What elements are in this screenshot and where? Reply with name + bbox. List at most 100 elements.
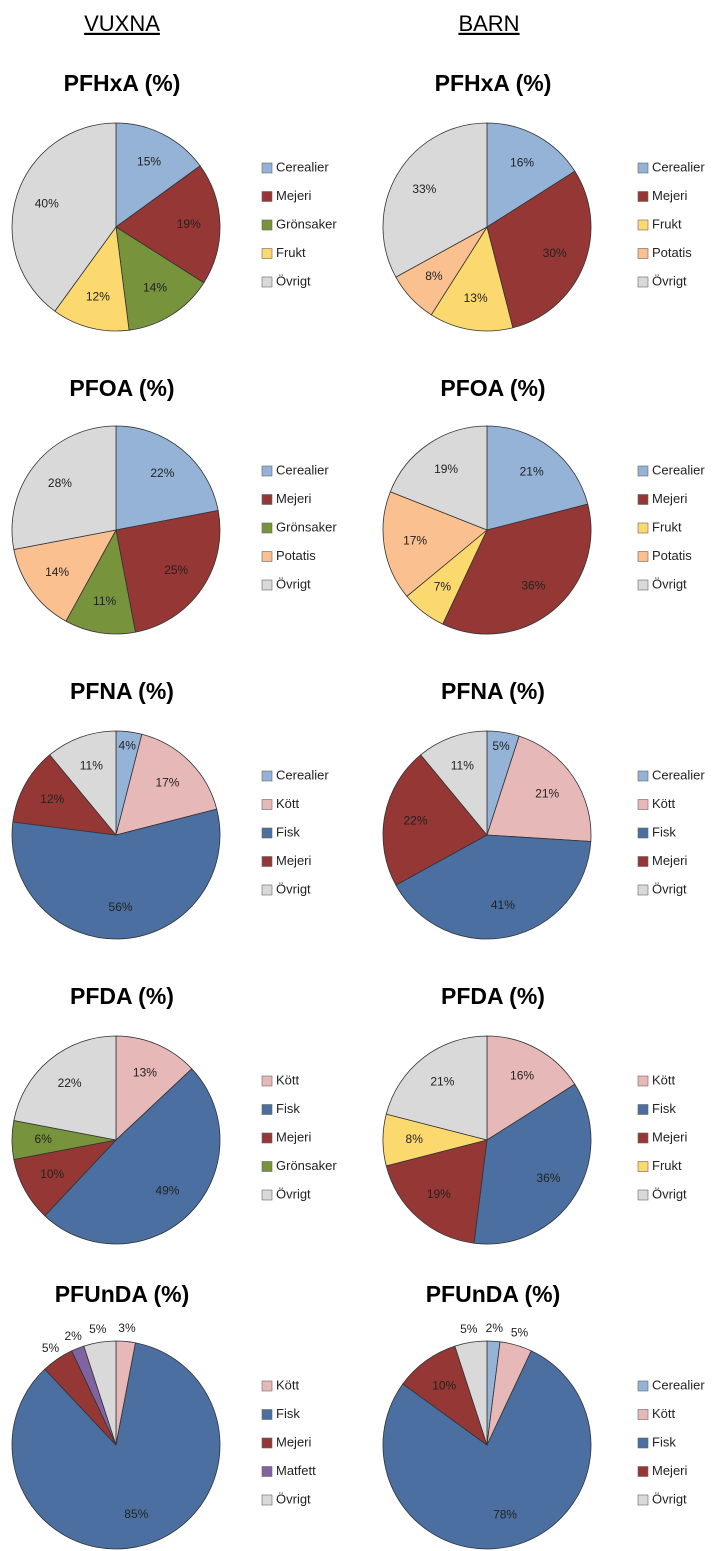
pie-slice — [115, 226, 205, 331]
pie-slice — [486, 170, 592, 329]
legend-label: Mejeri — [652, 491, 688, 506]
legend-label: Övrigt — [652, 881, 687, 896]
pie-slice — [454, 1340, 488, 1446]
legend-label: Frukt — [276, 245, 306, 260]
pie-slice — [382, 122, 488, 278]
pie-slice — [420, 730, 488, 837]
data-label: 11% — [93, 594, 116, 608]
data-label: 22% — [58, 1076, 82, 1090]
legend-swatch — [261, 162, 273, 174]
legend-label: Potatis — [652, 245, 692, 260]
pie-slice — [115, 165, 221, 284]
pie-slice — [486, 1035, 576, 1141]
pie-slice — [442, 503, 592, 635]
data-label: 22% — [403, 814, 427, 828]
legend-swatch — [637, 770, 649, 782]
legend-label: Fisk — [652, 1434, 676, 1449]
data-label: 78% — [493, 1508, 517, 1522]
pie-slice — [83, 1340, 117, 1446]
data-label: 5% — [460, 1322, 478, 1336]
chart-title: PFOA (%) — [69, 375, 174, 401]
legend-label: Potatis — [652, 548, 692, 563]
legend-label: Fisk — [276, 1101, 300, 1116]
data-label: 2% — [486, 1321, 504, 1335]
pie-slice — [12, 754, 117, 836]
legend-label: Cerealier — [652, 462, 705, 477]
legend-label: Cerealier — [276, 159, 329, 174]
data-label: 4% — [119, 738, 137, 752]
legend-label: Cerealier — [276, 462, 329, 477]
legend-swatch — [637, 551, 649, 562]
data-label: 19% — [177, 217, 201, 231]
legend-label: Kött — [652, 796, 676, 811]
data-label: 12% — [40, 792, 64, 806]
legend-label: Grönsaker — [276, 1158, 337, 1173]
legend-swatch — [637, 162, 649, 174]
legend-swatch — [261, 522, 273, 534]
pie-slice — [389, 425, 488, 531]
legend-label: Fisk — [276, 824, 300, 839]
pie-slice — [486, 122, 576, 228]
legend-swatch — [637, 276, 649, 288]
pie-slice — [115, 122, 201, 228]
data-label: 11% — [80, 759, 103, 773]
legend-swatch — [637, 1380, 649, 1392]
pie-slice — [486, 735, 592, 842]
data-label: 5% — [42, 1341, 60, 1355]
legend-swatch — [637, 522, 649, 534]
chart-title: PFNA (%) — [441, 678, 545, 704]
data-label: 17% — [155, 776, 179, 790]
legend-swatch — [637, 1132, 649, 1144]
data-label: 21% — [535, 786, 559, 800]
legend-label: Cerealier — [276, 767, 329, 782]
legend-swatch — [261, 494, 273, 505]
data-label: 12% — [86, 290, 110, 304]
legend-swatch — [637, 1466, 649, 1477]
chart-title: PFNA (%) — [70, 678, 174, 704]
pie-slice — [54, 225, 130, 332]
pie-slice — [11, 808, 221, 940]
data-label: 5% — [492, 739, 510, 753]
pie-slice — [430, 226, 514, 332]
pie-slice — [49, 730, 117, 837]
pie-slice — [382, 491, 488, 597]
legend-swatch — [261, 799, 273, 810]
legend-label: Kött — [276, 1072, 300, 1087]
legend-swatch — [637, 219, 649, 231]
pie-slice — [115, 510, 221, 633]
legend-label: Grönsaker — [276, 216, 337, 231]
data-label: 8% — [425, 269, 443, 283]
legend-label: Övrigt — [276, 1491, 311, 1506]
pie-slice — [11, 1342, 221, 1550]
legend-label: Övrigt — [652, 576, 687, 591]
legend-swatch — [261, 770, 273, 782]
pie-slice — [115, 1035, 193, 1141]
legend-swatch — [261, 1494, 273, 1506]
legend-swatch — [261, 1409, 273, 1420]
pie-slice — [13, 529, 117, 622]
legend-swatch — [637, 579, 649, 591]
legend-label: Mejeri — [276, 1129, 312, 1144]
legend-label: Cerealier — [652, 159, 705, 174]
pie-slice — [385, 1139, 488, 1244]
legend-label: Övrigt — [276, 273, 311, 288]
legend-label: Frukt — [652, 216, 682, 231]
pie-slice — [11, 425, 117, 550]
data-label: 13% — [464, 291, 488, 305]
legend-swatch — [637, 827, 649, 839]
chart-title: PFUnDA (%) — [426, 1281, 561, 1307]
legend-label: Mejeri — [276, 1434, 312, 1449]
data-label: 21% — [520, 465, 544, 479]
data-label: 10% — [432, 1378, 456, 1392]
legend-swatch — [637, 1104, 649, 1115]
legend-swatch — [637, 1409, 649, 1420]
legend-label: Frukt — [652, 1158, 682, 1173]
pie-slice — [385, 1035, 488, 1141]
legend-label: Frukt — [652, 519, 682, 534]
legend-label: Övrigt — [276, 576, 311, 591]
data-label: 19% — [434, 462, 458, 476]
data-label: 56% — [109, 900, 133, 914]
chart-title: PFDA (%) — [441, 983, 545, 1009]
data-label: 6% — [35, 1132, 53, 1146]
